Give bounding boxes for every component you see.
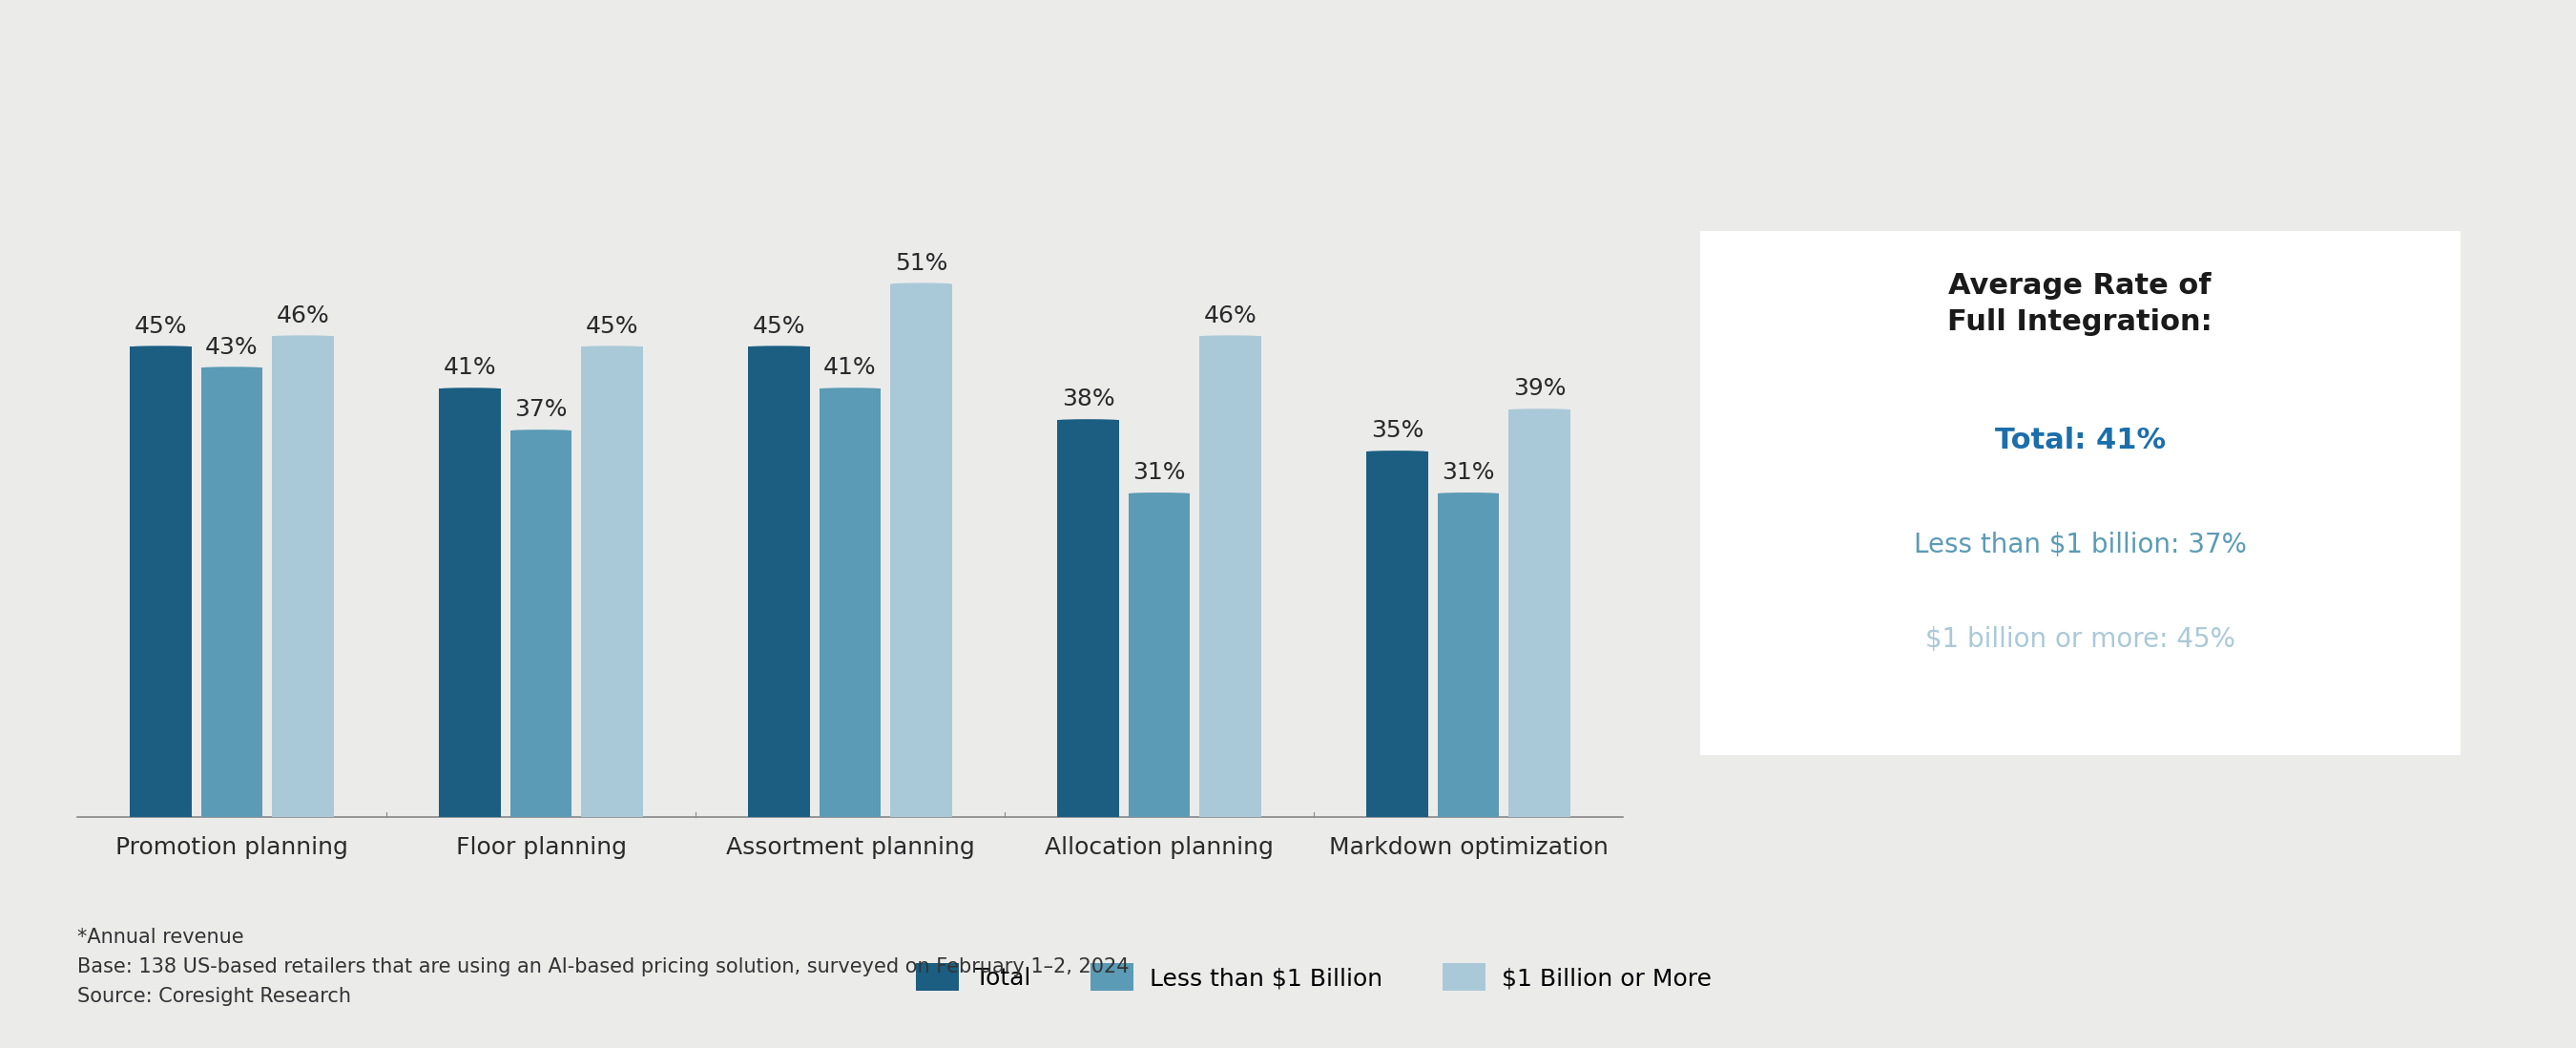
Bar — [582, 347, 644, 817]
Bar — [1200, 336, 1262, 817]
Bar — [438, 389, 500, 817]
Text: 46%: 46% — [1203, 304, 1257, 327]
Ellipse shape — [129, 346, 191, 348]
Text: 37%: 37% — [515, 398, 567, 421]
Text: 38%: 38% — [1061, 388, 1115, 411]
Ellipse shape — [1437, 493, 1499, 495]
Ellipse shape — [1200, 335, 1262, 337]
Ellipse shape — [1128, 493, 1190, 495]
Bar — [1437, 494, 1499, 817]
Text: 31%: 31% — [1133, 461, 1185, 484]
Legend: Total, Less than $1 Billion, $1 Billion or More: Total, Less than $1 Billion, $1 Billion … — [907, 954, 1721, 1001]
Text: 41%: 41% — [824, 356, 876, 379]
Bar — [129, 347, 191, 817]
Bar — [273, 336, 335, 817]
Text: 45%: 45% — [752, 314, 806, 337]
Bar — [510, 431, 572, 817]
Text: 41%: 41% — [443, 356, 497, 379]
Bar — [1056, 420, 1118, 817]
Ellipse shape — [747, 346, 809, 348]
Ellipse shape — [819, 388, 881, 390]
Text: 39%: 39% — [1512, 377, 1566, 400]
Text: 35%: 35% — [1370, 419, 1425, 442]
Text: 51%: 51% — [894, 252, 948, 275]
Text: Average Rate of
Full Integration:: Average Rate of Full Integration: — [1947, 272, 2213, 335]
Bar — [747, 347, 809, 817]
Ellipse shape — [1510, 409, 1571, 411]
Text: $1 billion or more: 45%: $1 billion or more: 45% — [1924, 626, 2236, 653]
Bar — [1365, 452, 1427, 817]
Text: Total: 41%: Total: 41% — [1994, 427, 2166, 454]
Text: 45%: 45% — [585, 314, 639, 337]
FancyBboxPatch shape — [1669, 210, 2491, 776]
Ellipse shape — [201, 367, 263, 369]
Text: 45%: 45% — [134, 314, 188, 337]
Text: 46%: 46% — [276, 304, 330, 327]
Text: Less than $1 billion: 37%: Less than $1 billion: 37% — [1914, 531, 2246, 559]
Ellipse shape — [510, 430, 572, 432]
Bar — [1128, 494, 1190, 817]
Ellipse shape — [1365, 451, 1427, 453]
Text: *Annual revenue
Base: 138 US-based retailers that are using an AI-based pricing : *Annual revenue Base: 138 US-based retai… — [77, 927, 1128, 1006]
Ellipse shape — [438, 388, 500, 390]
Ellipse shape — [891, 283, 953, 285]
Bar — [891, 284, 953, 817]
Ellipse shape — [273, 335, 335, 337]
Bar — [819, 389, 881, 817]
Ellipse shape — [1056, 419, 1118, 421]
Bar — [1510, 410, 1571, 817]
Text: 43%: 43% — [206, 335, 258, 358]
Text: 31%: 31% — [1443, 461, 1494, 484]
Bar — [201, 368, 263, 817]
Ellipse shape — [582, 346, 644, 348]
